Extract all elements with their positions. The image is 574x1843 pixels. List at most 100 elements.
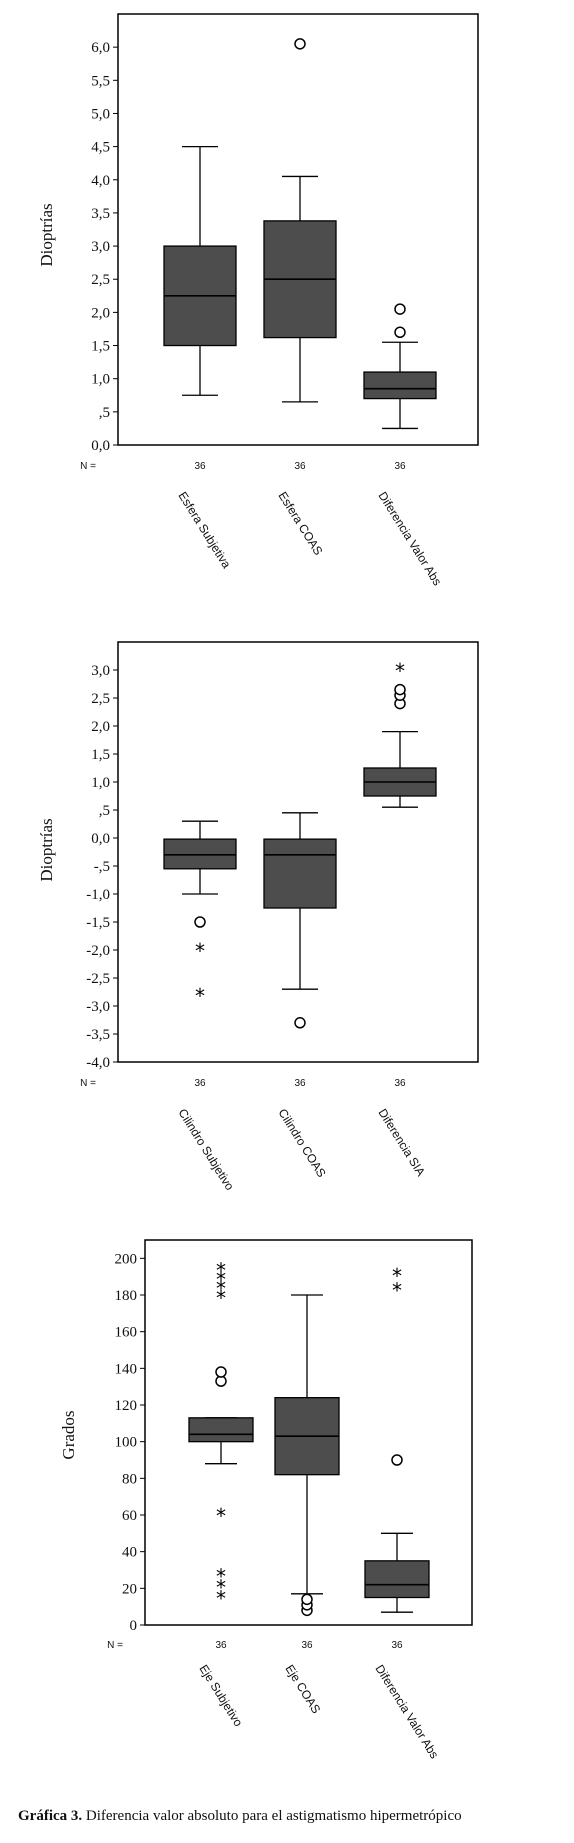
n-value: 36 (301, 1640, 313, 1651)
category-label: Esfera COAS (275, 489, 325, 558)
y-tick-label: -2,5 (86, 971, 110, 987)
n-value: 36 (394, 461, 406, 472)
n-value: 36 (194, 1078, 206, 1089)
extreme-point: * (216, 1576, 226, 1600)
y-axis-label: Dioptrías (37, 818, 56, 881)
category-label: Cilindro COAS (275, 1106, 328, 1180)
box-3: ** (364, 1264, 430, 1613)
y-tick-label: -,5 (94, 859, 110, 875)
y-tick-label: 80 (122, 1471, 137, 1487)
box-3 (363, 303, 437, 430)
y-tick-label: 5,5 (91, 73, 110, 89)
y-tick-label: 3,5 (91, 206, 110, 222)
y-tick-label: 2,0 (91, 719, 110, 735)
y-tick-label: 60 (122, 1508, 137, 1524)
box-2 (263, 812, 337, 1029)
box-3: * (363, 659, 437, 808)
extreme-point: * (216, 1565, 226, 1589)
extreme-point: * (216, 1277, 226, 1301)
n-value: 36 (394, 1078, 406, 1089)
extreme-point: * (395, 659, 405, 683)
category-label: Eje Subjetivo (196, 1662, 245, 1729)
y-tick-label: 3,0 (91, 663, 110, 679)
outlier-point (391, 1454, 403, 1466)
y-tick-label: -3,0 (86, 999, 110, 1015)
y-tick-label: 120 (115, 1398, 138, 1414)
box-1: ******** (188, 1258, 254, 1611)
extreme-point: * (216, 1286, 226, 1310)
plot-frame (144, 1239, 473, 1626)
outlier-point (394, 683, 406, 696)
extreme-point: * (216, 1587, 226, 1611)
y-tick-label: 4,5 (91, 140, 110, 156)
y-tick-label: 1,5 (91, 339, 110, 355)
y-tick-label: -3,5 (86, 1027, 110, 1043)
y-tick-label: 1,0 (91, 372, 110, 388)
box-2 (263, 38, 337, 403)
extreme-point: * (195, 984, 205, 1008)
outlier-point (301, 1593, 313, 1606)
y-tick-label: 200 (115, 1251, 138, 1267)
y-tick-label: 2,0 (91, 305, 110, 321)
y-axis-label: Grados (59, 1410, 78, 1459)
y-tick-label: 2,5 (91, 272, 110, 288)
category-label: Diferencia Valor Abs (375, 489, 444, 588)
y-tick-label: 0,0 (91, 831, 110, 847)
box-1: ** (163, 820, 237, 1008)
outlier-point (394, 326, 406, 339)
extreme-point: * (195, 939, 205, 963)
y-tick-label: 0,0 (91, 438, 110, 454)
caption-text: Diferencia valor absoluto para el astigm… (85, 1808, 462, 1824)
y-tick-label: 5,0 (91, 106, 110, 122)
y-tick-label: 180 (115, 1288, 138, 1304)
outlier-point (294, 38, 306, 50)
extreme-point: * (216, 1258, 226, 1282)
category-label: Diferencia Valor Abs (372, 1662, 441, 1761)
outlier-point (215, 1366, 227, 1378)
y-tick-label: ,5 (99, 405, 110, 421)
box-2 (274, 1294, 340, 1617)
category-label: Cilindro Subjetivo (175, 1106, 237, 1193)
y-tick-label: -1,5 (86, 915, 110, 931)
plot-frame (117, 13, 479, 446)
y-tick-label: 2,5 (91, 691, 110, 707)
extreme-point: * (216, 1504, 226, 1528)
y-tick-label: 1,5 (91, 747, 110, 763)
y-tick-label: 160 (115, 1325, 138, 1341)
y-tick-label: 3,0 (91, 239, 110, 255)
n-label: N = (80, 1078, 96, 1089)
figure-caption: Gráfica 3. Diferencia valor absoluto par… (18, 1808, 462, 1825)
n-value: 36 (294, 1078, 306, 1089)
chart-cilindro: -4,0 -3,5 -3,0 -2,5 -2,0 -1,5 -1,0 -,5 0,0 ,5 1,0 1… (37, 641, 479, 1193)
n-label: N = (80, 461, 96, 472)
plot-frame (117, 641, 479, 1063)
y-axis-label: Dioptrías (37, 203, 56, 266)
n-value: 36 (294, 461, 306, 472)
extreme-point: * (392, 1279, 402, 1303)
y-tick-label: 4,0 (91, 173, 110, 189)
y-tick-label: -4,0 (86, 1055, 110, 1071)
y-tick-label: -1,0 (86, 887, 110, 903)
y-tick-label: 0 (130, 1618, 138, 1634)
y-tick-label: ,5 (99, 803, 110, 819)
category-label: Eje COAS (282, 1662, 323, 1716)
iqr-box (363, 371, 437, 400)
y-tick-label: 40 (122, 1545, 137, 1561)
n-label: N = (107, 1640, 123, 1651)
iqr-box (163, 838, 237, 870)
n-value: 36 (215, 1640, 227, 1651)
y-tick-label: 20 (122, 1581, 137, 1597)
category-label: Esfera Subjetiva (175, 489, 233, 571)
y-tick-label: 6,0 (91, 40, 110, 56)
n-value: 36 (391, 1640, 403, 1651)
y-tick-label: 140 (115, 1361, 138, 1377)
y-tick-label: 100 (115, 1435, 138, 1451)
outlier-point (194, 916, 206, 928)
n-value: 36 (194, 461, 206, 472)
iqr-box (364, 1560, 430, 1599)
category-label: Diferencia SIA (375, 1106, 428, 1178)
outlier-point (294, 1017, 306, 1029)
extreme-point: * (392, 1264, 402, 1288)
extreme-point: * (216, 1268, 226, 1292)
